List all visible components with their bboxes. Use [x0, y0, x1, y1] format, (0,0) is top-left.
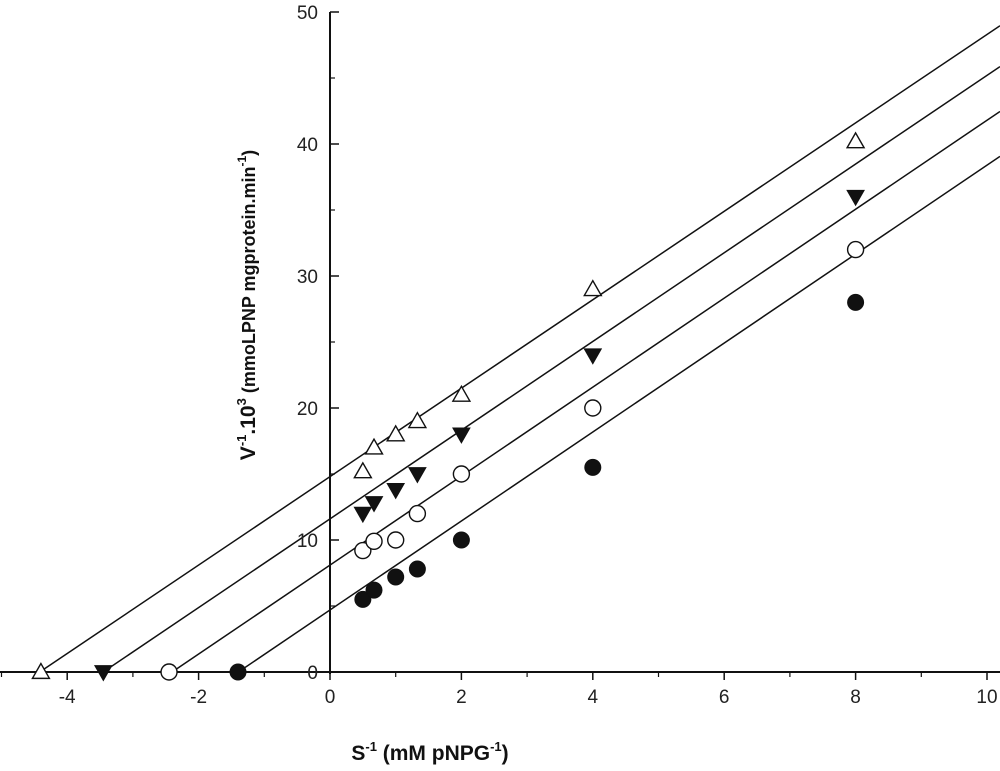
filled-circle-marker — [365, 581, 383, 599]
filled-triangle-marker — [583, 348, 603, 365]
filled-circle-marker — [387, 568, 405, 586]
open-circle-marker — [408, 504, 427, 523]
filled-triangle-marker — [93, 665, 113, 682]
open-triangle-marker — [845, 131, 866, 149]
y-tick-label: 20 — [297, 399, 318, 420]
filled-triangle-marker — [353, 506, 373, 524]
x-tick-label: 4 — [588, 687, 599, 708]
axes — [0, 11, 1000, 680]
open-circle-marker — [354, 541, 372, 560]
open-triangle-marker — [451, 384, 472, 402]
filled-triangle-marker — [452, 427, 471, 444]
open-circle-marker — [846, 240, 865, 259]
open-circle-marker — [365, 532, 383, 551]
open-triangle-marker — [407, 411, 428, 429]
open-triangle-marker — [353, 461, 373, 479]
open-circle-marker — [387, 531, 405, 549]
x-tick-label: -2 — [190, 687, 207, 708]
x-tick-label: 10 — [976, 687, 997, 708]
y-tick-label: 40 — [297, 135, 318, 156]
open-triangle-marker — [583, 279, 603, 297]
open-circle-marker — [452, 465, 471, 483]
open-circle-marker — [584, 399, 602, 417]
data-points — [31, 131, 866, 682]
x-axis-title: S-1 (mM pNPG-1) — [351, 739, 508, 765]
y-tick-label: 10 — [297, 531, 318, 552]
open-triangle-marker — [364, 437, 384, 455]
filled-triangle-marker — [386, 482, 406, 500]
filled-triangle-marker — [364, 496, 384, 513]
filled-triangle-marker — [408, 467, 427, 484]
tick-labels: -4 -2 0 2 4 6 8 10 0 10 20 30 40 50 — [59, 3, 998, 708]
x-tick-label: 2 — [456, 687, 467, 708]
y-tick-label: 0 — [307, 663, 318, 684]
x-tick-label: 8 — [850, 687, 861, 708]
filled-circle-marker — [847, 293, 865, 311]
y-tick-label: 30 — [297, 267, 318, 288]
filled-triangle-marker — [846, 189, 865, 207]
fit-line — [39, 25, 1000, 673]
fit-line — [102, 65, 1000, 673]
x-tick-label: -4 — [59, 687, 76, 708]
open-circle-marker — [160, 663, 178, 681]
open-triangle-marker — [31, 662, 51, 680]
fit-lines — [39, 25, 1000, 673]
filled-circle-marker — [229, 663, 247, 681]
fit-line — [171, 110, 1000, 673]
filled-circle-marker — [408, 560, 426, 578]
filled-circle-marker — [354, 590, 372, 608]
x-tick-label: 0 — [325, 687, 336, 708]
filled-circle-marker — [452, 531, 470, 549]
fit-line — [237, 155, 1000, 673]
open-triangle-marker — [385, 424, 406, 442]
filled-circle-marker — [584, 458, 602, 476]
y-axis-title: V-1.103 (mmoLPNP mgprotein.min-1) — [234, 150, 260, 460]
x-tick-label: 6 — [719, 687, 730, 708]
y-tick-label: 50 — [297, 3, 318, 24]
